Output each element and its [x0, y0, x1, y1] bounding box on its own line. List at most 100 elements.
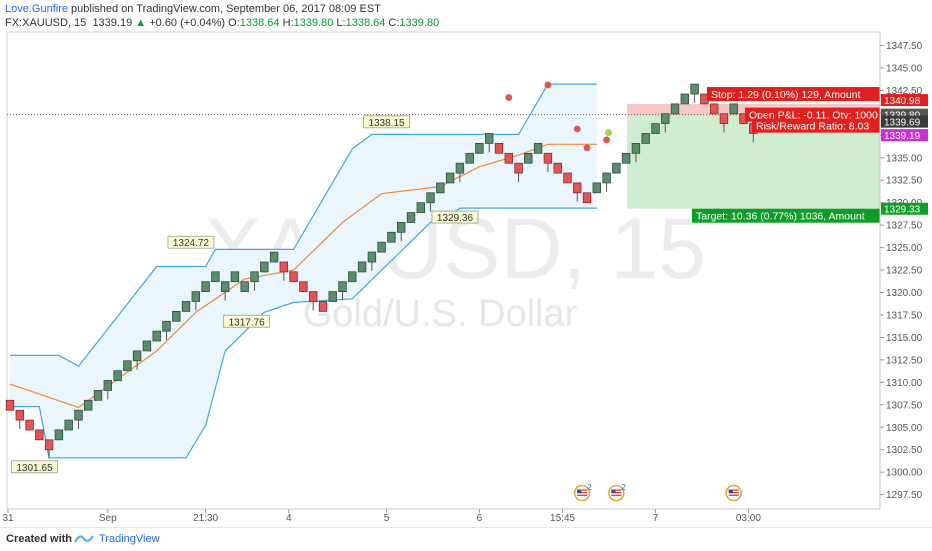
renko-brick-up — [445, 172, 455, 184]
channel-midline — [9, 143, 597, 409]
price-badge-bg — [881, 202, 928, 215]
renko-brick-up — [367, 251, 377, 263]
renko-brick-up — [465, 152, 474, 164]
price-badge: 1339.69 — [884, 118, 921, 129]
x-tick-label: 5 — [384, 513, 390, 524]
tradingview-logo-icon — [74, 535, 94, 543]
renko-brick-down — [719, 113, 729, 124]
x-tick-label: 6 — [477, 513, 483, 524]
reversal-dot — [603, 136, 610, 144]
renko-brick-down — [582, 192, 592, 204]
flag-stripe — [577, 494, 588, 496]
reversal-dot — [544, 81, 552, 89]
x-tick-label: 7 — [653, 513, 659, 524]
renko-brick-down — [299, 281, 308, 293]
renko-brick-down — [543, 152, 553, 164]
last-price: 1339.19 — [92, 17, 133, 29]
renko-brick-down — [318, 301, 328, 312]
price-axis-bg — [880, 0, 932, 527]
renko-brick-up — [123, 360, 132, 372]
renko-brick-up — [641, 133, 650, 144]
price-label-box — [223, 314, 271, 328]
renko-brick-up — [240, 281, 249, 293]
renko-brick-up — [621, 152, 631, 164]
y-tick-label: 1305.00 — [886, 423, 923, 434]
renko-brick-up — [328, 291, 337, 302]
symbol-ohlc-line: FX:XAUUSD, 15 1339.19 ▲ +0.60 (+0.04%) O… — [5, 17, 439, 29]
x-tick-label: 03:00 — [736, 513, 761, 524]
renko-brick-down — [553, 162, 562, 174]
y-tick-label: 1325.00 — [886, 243, 923, 254]
renko-brick-down — [494, 142, 504, 154]
open-pnl-label-bg — [745, 107, 912, 122]
renko-brick-up — [84, 399, 93, 411]
us-flag-event-icon[interactable]: 2 — [608, 483, 627, 502]
renko-brick-up — [269, 251, 279, 263]
renko-brick-up — [524, 152, 533, 164]
price-label-box — [11, 460, 58, 474]
renko-brick-up — [416, 202, 425, 213]
renko-brick-down — [279, 261, 288, 273]
symbol-label: FX:XAUUSD, 15 — [5, 17, 87, 29]
price-label: 1324.72 — [173, 238, 210, 249]
y-tick-label: 1345.00 — [886, 63, 923, 74]
renko-brick-up — [103, 380, 112, 391]
flag-stripe — [728, 492, 739, 494]
published-text: published on TradingView.com, September … — [67, 3, 381, 15]
renko-brick-up — [680, 93, 689, 105]
y-tick-label: 1300.00 — [886, 468, 923, 479]
renko-brick-up — [162, 320, 171, 332]
renko-brick-up — [191, 291, 200, 302]
author-link[interactable]: Love.Gunfire — [5, 3, 68, 15]
renko-brick-up — [436, 182, 445, 194]
us-flag-event-icon[interactable] — [725, 484, 742, 502]
change-value: +0.60 (+0.04%) — [149, 17, 226, 29]
renko-brick-up — [661, 113, 670, 124]
x-tick-label: 21:30 — [193, 513, 218, 524]
renko-brick-up — [357, 261, 367, 273]
renko-brick-down — [308, 291, 318, 302]
target-label-bg — [692, 208, 908, 223]
y-tick-label: 1312.50 — [886, 355, 923, 366]
watermark-name: Gold/U.S. Dollar — [303, 293, 578, 335]
stop-label: Stop: 1.29 (0.10%) 129, Amount — [711, 89, 861, 101]
renko-brick-up — [690, 83, 699, 95]
flag-stripe — [577, 489, 588, 491]
y-tick-label: 1322.50 — [886, 266, 923, 277]
stop-label-bg — [707, 87, 898, 102]
y-tick-label: 1332.50 — [886, 176, 923, 187]
renko-brick-down — [15, 409, 24, 421]
flag-stripe — [577, 492, 588, 494]
flag-stripe — [728, 489, 739, 491]
risk-reward-label: Risk/Reward Ratio: 8.03 — [756, 121, 869, 133]
renko-brick-up — [152, 330, 161, 342]
reversal-dot — [573, 125, 581, 133]
reversal-dot — [505, 94, 513, 101]
renko-brick-up — [348, 271, 357, 283]
us-flag-event-icon[interactable]: 2 — [573, 483, 593, 502]
price-badge-bg — [881, 94, 928, 107]
renko-brick-up — [377, 241, 386, 253]
high-label: H: — [282, 17, 294, 29]
renko-brick-up — [113, 370, 122, 382]
renko-brick-up — [651, 123, 660, 134]
renko-brick-up — [592, 182, 601, 194]
low-value: 1338.64 — [345, 17, 386, 29]
price-label: 1329.36 — [437, 213, 474, 224]
renko-brick-up — [387, 231, 396, 243]
y-tick-label: 1315.00 — [886, 333, 923, 344]
flag-stripe — [611, 489, 622, 491]
renko-brick-down — [35, 429, 44, 441]
renko-brick-up — [74, 409, 83, 421]
renko-brick-up — [484, 133, 494, 144]
y-tick-label: 1310.00 — [886, 378, 923, 389]
tradingview-link[interactable]: TradingView — [74, 533, 160, 545]
price-badge: 1329.33 — [884, 205, 921, 216]
tradingview-brand: TradingView — [99, 533, 160, 545]
chart-publisher-line: Love.Gunfire published on TradingView.co… — [5, 3, 381, 15]
renko-brick-up — [729, 103, 738, 115]
renko-brick-up — [426, 192, 435, 204]
footer: Created with TradingView — [0, 527, 932, 551]
channel-upper-line — [10, 83, 597, 367]
